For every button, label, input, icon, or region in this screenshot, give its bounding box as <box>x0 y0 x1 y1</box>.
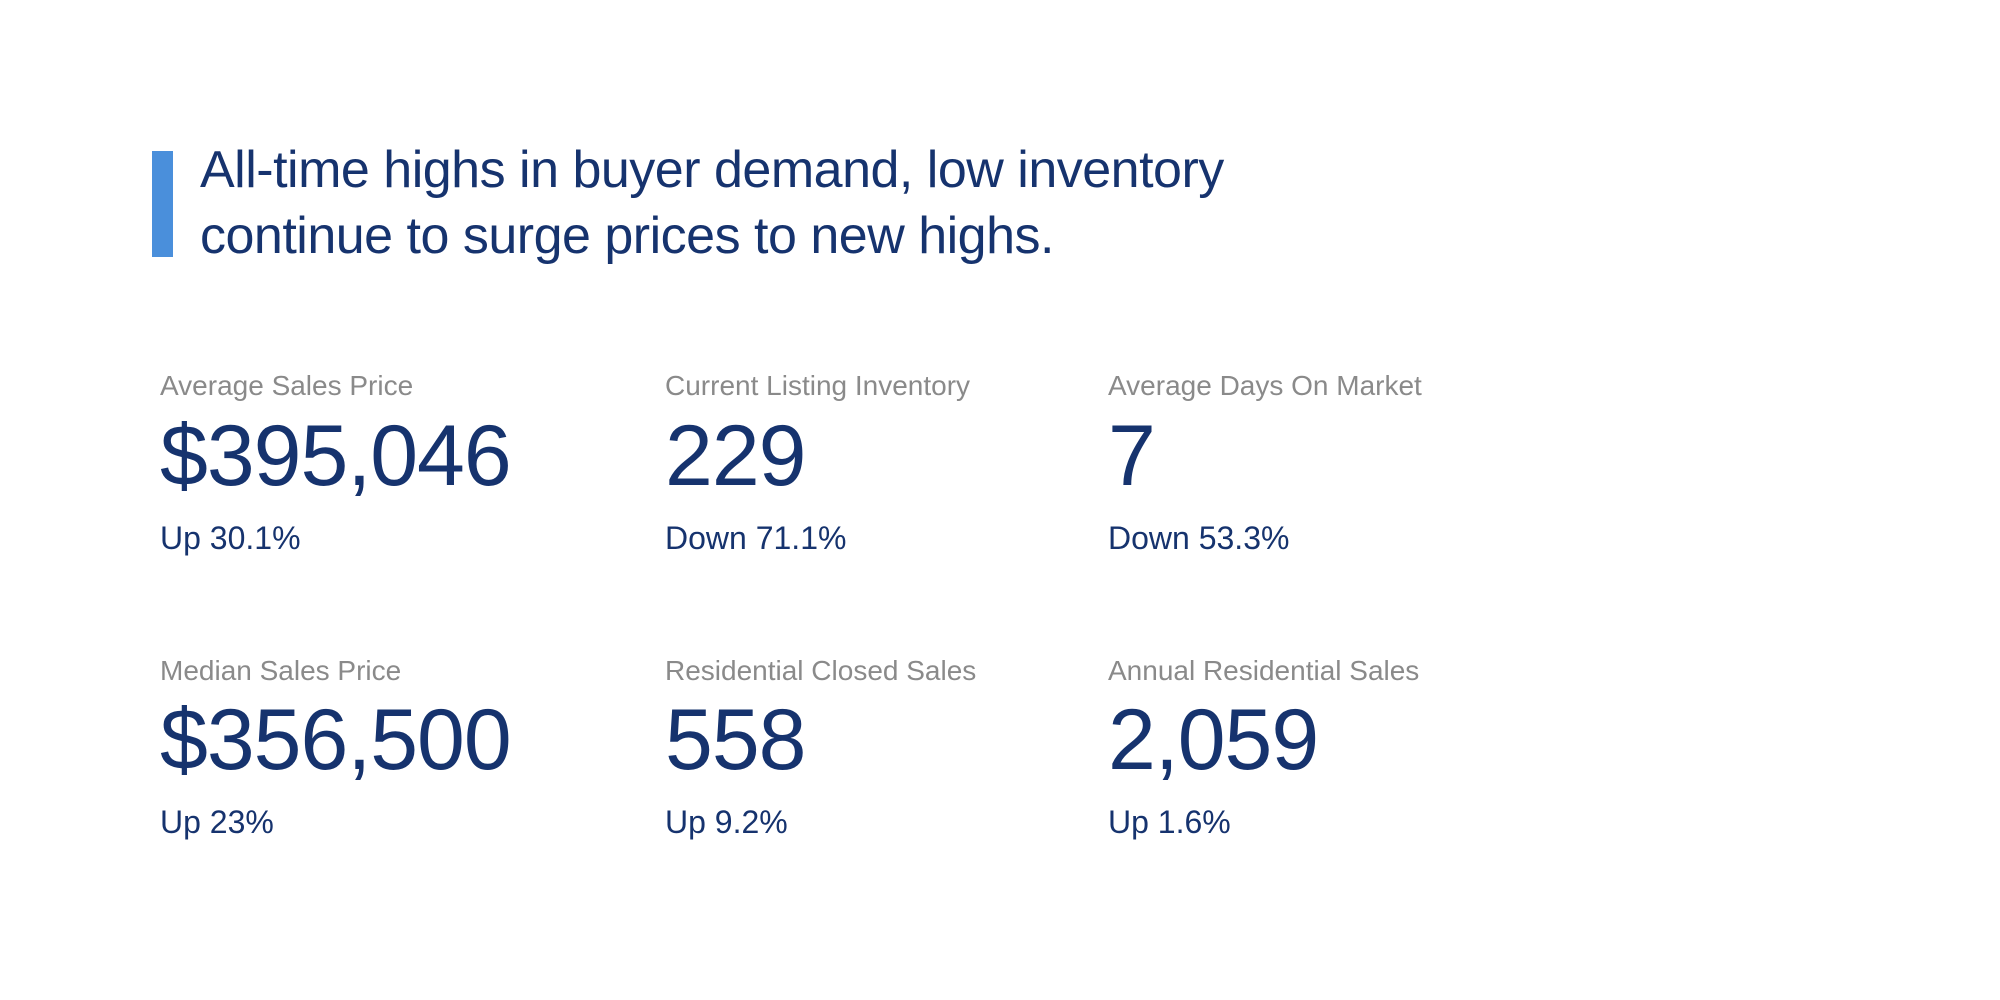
stat-change: Up 1.6% <box>1108 804 1231 841</box>
stat-label: Current Listing Inventory <box>665 370 971 401</box>
stat-value: 558 <box>665 692 807 789</box>
stat-card-average-days-on-market: Average Days On Market 7 Down 53.3% <box>1108 369 1828 558</box>
stat-label: Median Sales Price <box>160 654 402 686</box>
stat-card-current-listing-inventory: Current Listing Inventory 229 Down 71.1% <box>665 369 1108 558</box>
stat-value: $356,500 <box>160 692 512 789</box>
stat-card-average-sales-price: Average Sales Price $395,046 Up 30.1% <box>160 369 665 558</box>
headline-line-2: continue to surge prices to new highs. <box>200 207 1054 265</box>
headline-block: All-time highs in buyer demand, low inve… <box>152 137 1224 269</box>
headline-line-1: All-time highs in buyer demand, low inve… <box>200 141 1224 199</box>
stat-change: Up 30.1% <box>160 519 301 556</box>
stat-change: Up 9.2% <box>665 804 788 841</box>
stat-change: Down 71.1% <box>665 519 847 556</box>
stat-change: Up 23% <box>160 804 274 841</box>
stat-value: 7 <box>1108 407 1156 504</box>
headline-accent-bar <box>152 151 173 257</box>
stat-label: Average Days On Market <box>1108 370 1422 401</box>
page-title: All-time highs in buyer demand, low inve… <box>200 137 1224 269</box>
stat-value: 2,059 <box>1108 692 1319 789</box>
stat-card-residential-closed-sales: Residential Closed Sales 558 Up 9.2% <box>665 654 1108 843</box>
stat-value: 229 <box>665 407 807 504</box>
stat-card-annual-residential-sales: Annual Residential Sales 2,059 Up 1.6% <box>1108 654 1828 843</box>
stat-value: $395,046 <box>160 407 512 504</box>
stat-card-median-sales-price: Median Sales Price $356,500 Up 23% <box>160 654 665 843</box>
stat-label: Annual Residential Sales <box>1108 654 1420 686</box>
stat-label: Residential Closed Sales <box>665 654 977 686</box>
stat-label: Average Sales Price <box>160 370 414 401</box>
stat-change: Down 53.3% <box>1108 519 1290 556</box>
stats-grid: Average Sales Price $395,046 Up 30.1% Cu… <box>160 369 1828 842</box>
